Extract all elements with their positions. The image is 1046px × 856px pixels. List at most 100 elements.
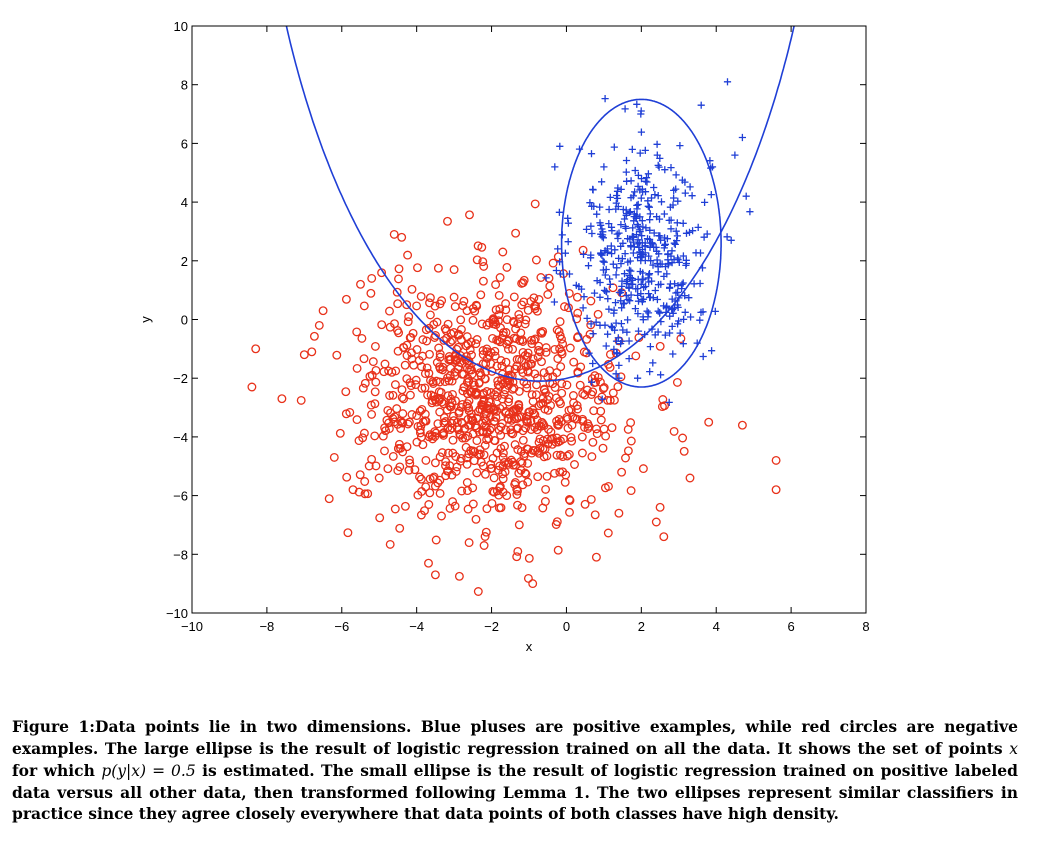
negative-point: [468, 415, 478, 425]
negative-point: [541, 347, 551, 357]
negative-point: [543, 405, 553, 415]
positive-point: [597, 249, 605, 257]
negative-point: [528, 396, 538, 406]
large-ellipse: [285, 26, 795, 382]
positive-point: [646, 293, 654, 302]
positive-point: [646, 343, 654, 351]
positive-point: [589, 359, 597, 368]
y-axis-label: y: [138, 316, 153, 323]
positive-point: [656, 308, 664, 317]
negative-point: [515, 336, 525, 345]
positive-point: [629, 224, 637, 232]
positive-point: [679, 252, 687, 260]
negative-point: [523, 573, 533, 583]
negative-point: [551, 393, 561, 403]
positive-point: [617, 221, 625, 229]
positive-point: [582, 225, 591, 233]
negative-point: [676, 334, 686, 344]
positive-point: [587, 320, 595, 328]
negative-point: [357, 333, 367, 343]
ellipse-curves: [285, 26, 795, 388]
negative-point: [434, 387, 444, 397]
positive-point: [625, 355, 633, 363]
negative-point: [468, 429, 478, 439]
negative-point: [481, 409, 491, 419]
positive-point: [633, 220, 641, 229]
negative-point: [497, 394, 507, 404]
negative-point: [485, 397, 495, 407]
positive-point: [617, 260, 625, 268]
positive-point: [700, 233, 708, 241]
negative-point: [623, 424, 633, 434]
positive-point: [680, 315, 688, 323]
negative-point: [472, 255, 482, 265]
negative-point: [626, 486, 636, 496]
negative-point: [463, 504, 473, 514]
negative-point: [380, 359, 390, 369]
negative-point: [478, 427, 487, 437]
negative-point: [345, 407, 355, 417]
positive-point: [676, 142, 684, 150]
caption-text-1: Data points lie in two dimensions. Blue …: [12, 717, 1018, 758]
positive-point: [657, 371, 665, 379]
positive-point: [614, 334, 622, 342]
negative-point: [385, 322, 395, 332]
negative-point: [360, 489, 370, 499]
positive-point: [671, 240, 679, 248]
negative-point: [441, 417, 451, 426]
positive-point: [711, 307, 719, 315]
negative-point: [433, 478, 443, 488]
positive-point: [625, 337, 633, 345]
positive-point: [708, 347, 716, 355]
positive-point: [551, 163, 559, 171]
positive-point: [588, 378, 596, 386]
negative-point: [378, 431, 388, 441]
y-tick-label: −10: [166, 606, 188, 621]
negative-point: [392, 287, 402, 297]
positive-point: [660, 272, 668, 280]
caption-math-x: x: [1009, 740, 1018, 758]
positive-point: [681, 308, 689, 316]
negative-point: [416, 510, 426, 520]
negative-point: [390, 412, 400, 422]
positive-point: [564, 214, 572, 222]
negative-point: [501, 299, 511, 309]
positive-point: [602, 287, 610, 295]
negative-point: [543, 290, 553, 299]
negative-point: [529, 293, 539, 303]
negative-point: [486, 359, 496, 369]
positive-point: [611, 246, 619, 254]
negative-point: [528, 354, 538, 364]
negative-point: [501, 328, 511, 337]
positive-point: [608, 324, 616, 332]
positive-point: [681, 292, 689, 300]
positive-point: [701, 198, 709, 206]
positive-point: [633, 100, 641, 108]
positive-point: [641, 146, 649, 154]
positive-point: [676, 329, 684, 337]
negative-point: [471, 339, 481, 349]
positive-point: [607, 322, 615, 330]
negative-point: [441, 461, 450, 471]
positive-point: [605, 205, 613, 214]
negative-point: [482, 320, 492, 330]
negative-point: [542, 451, 552, 461]
negative-point: [443, 319, 453, 329]
negative-point: [587, 452, 597, 462]
negative-point: [498, 331, 508, 340]
positive-point: [678, 285, 686, 293]
negative-point: [655, 341, 665, 351]
positive-point: [626, 257, 634, 265]
negative-point: [360, 477, 370, 486]
negative-point: [452, 417, 462, 427]
x-tick-label: −8: [259, 619, 274, 634]
negative-point: [368, 357, 378, 367]
negative-point: [523, 348, 533, 358]
positive-point: [637, 290, 645, 298]
negative-point: [474, 377, 484, 387]
positive-point: [610, 306, 618, 314]
negative-point: [527, 390, 537, 400]
negative-point: [441, 471, 451, 481]
negative-point: [536, 399, 546, 409]
negative-point: [528, 579, 538, 589]
